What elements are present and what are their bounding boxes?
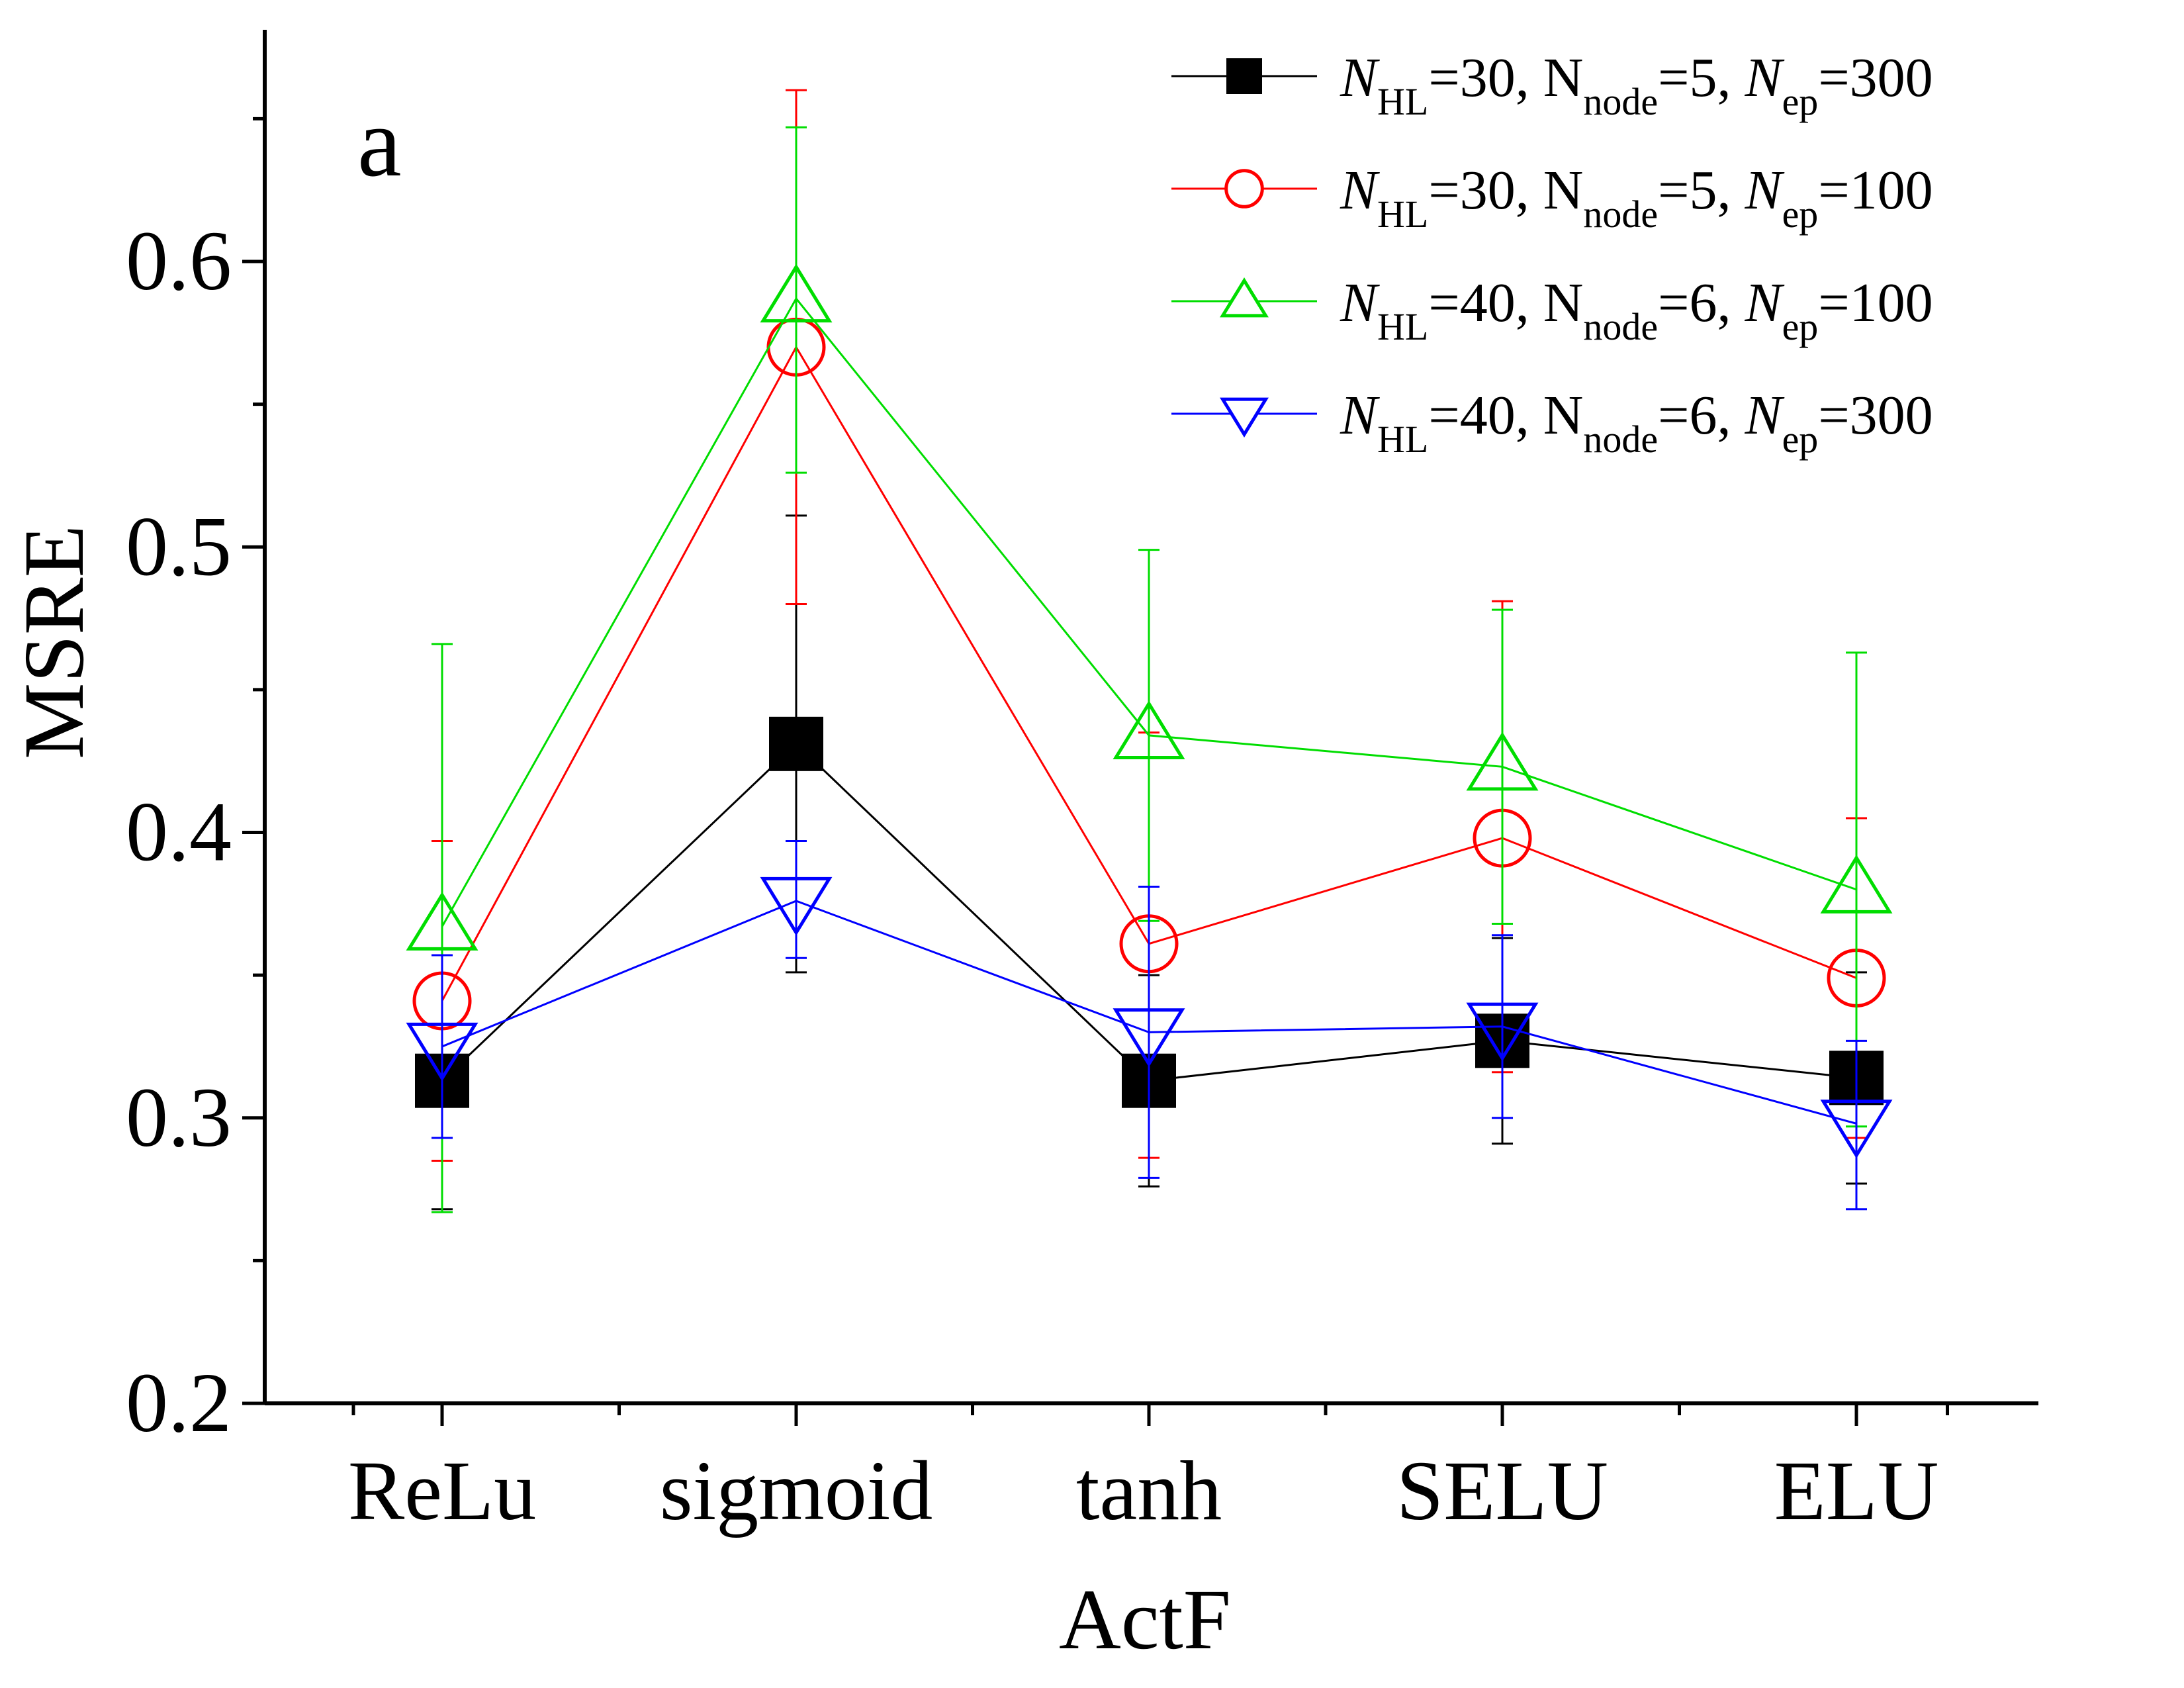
data-point <box>760 876 833 936</box>
x-axis-label: ActF <box>1059 1572 1231 1667</box>
legend: NHL=30, Nnode=5, Nep=300 NHL=30, Nnode=5,… <box>1171 47 1933 461</box>
legend-item-4: NHL=40, Nnode=6, Nep=300 <box>1171 385 1933 461</box>
y-tick-label: 0.5 <box>126 499 232 593</box>
legend-label: NHL=40, Nnode=6, Nep=300 <box>1340 385 1933 461</box>
legend-item-1: NHL=30, Nnode=5, Nep=300 <box>1171 47 1933 123</box>
x-tick-label: tanh <box>1076 1444 1222 1538</box>
data-point <box>1220 397 1269 438</box>
data-point <box>1113 1008 1185 1068</box>
x-tick-label: sigmoid <box>660 1444 933 1538</box>
y-tick-label: 0.2 <box>126 1356 232 1450</box>
axes: 0.2 0.3 0.4 0.5 0.6 ReLu sigmoid tanh SELU ELU <box>126 30 2038 1538</box>
legend-label: NHL=30, Nnode=5, Nep=100 <box>1340 160 1933 236</box>
data-point <box>406 892 478 951</box>
x-tick-label: ELU <box>1774 1444 1939 1538</box>
legend-label: NHL=40, Nnode=6, Nep=100 <box>1340 272 1933 348</box>
data-point <box>1820 854 1893 914</box>
data-point <box>1224 169 1264 209</box>
series-4 <box>406 839 1893 1211</box>
y-tick-label: 0.3 <box>126 1070 232 1164</box>
data-point <box>1220 277 1269 318</box>
series-line <box>441 297 1857 927</box>
legend-item-2: NHL=30, Nnode=5, Nep=100 <box>1171 160 1933 236</box>
series-line <box>441 900 1857 1125</box>
data-point <box>406 1022 478 1082</box>
legend-label: NHL=30, Nnode=5, Nep=300 <box>1340 47 1933 123</box>
x-tick-label: ReLu <box>348 1444 536 1538</box>
y-axis-label: MSRE <box>7 525 102 759</box>
legend-item-3: NHL=40, Nnode=6, Nep=100 <box>1171 272 1933 348</box>
data-point <box>760 263 833 323</box>
data-point <box>1466 1002 1539 1062</box>
data-point <box>769 716 823 771</box>
y-tick-label: 0.4 <box>126 785 232 879</box>
y-tick-label: 0.6 <box>126 214 232 308</box>
plot-area <box>406 89 1893 1213</box>
panel-label: a <box>357 87 402 197</box>
data-point <box>1820 1100 1893 1159</box>
data-point <box>1226 58 1262 94</box>
x-tick-label: SELU <box>1396 1444 1608 1538</box>
data-point <box>1466 731 1539 791</box>
data-point <box>1113 700 1185 759</box>
